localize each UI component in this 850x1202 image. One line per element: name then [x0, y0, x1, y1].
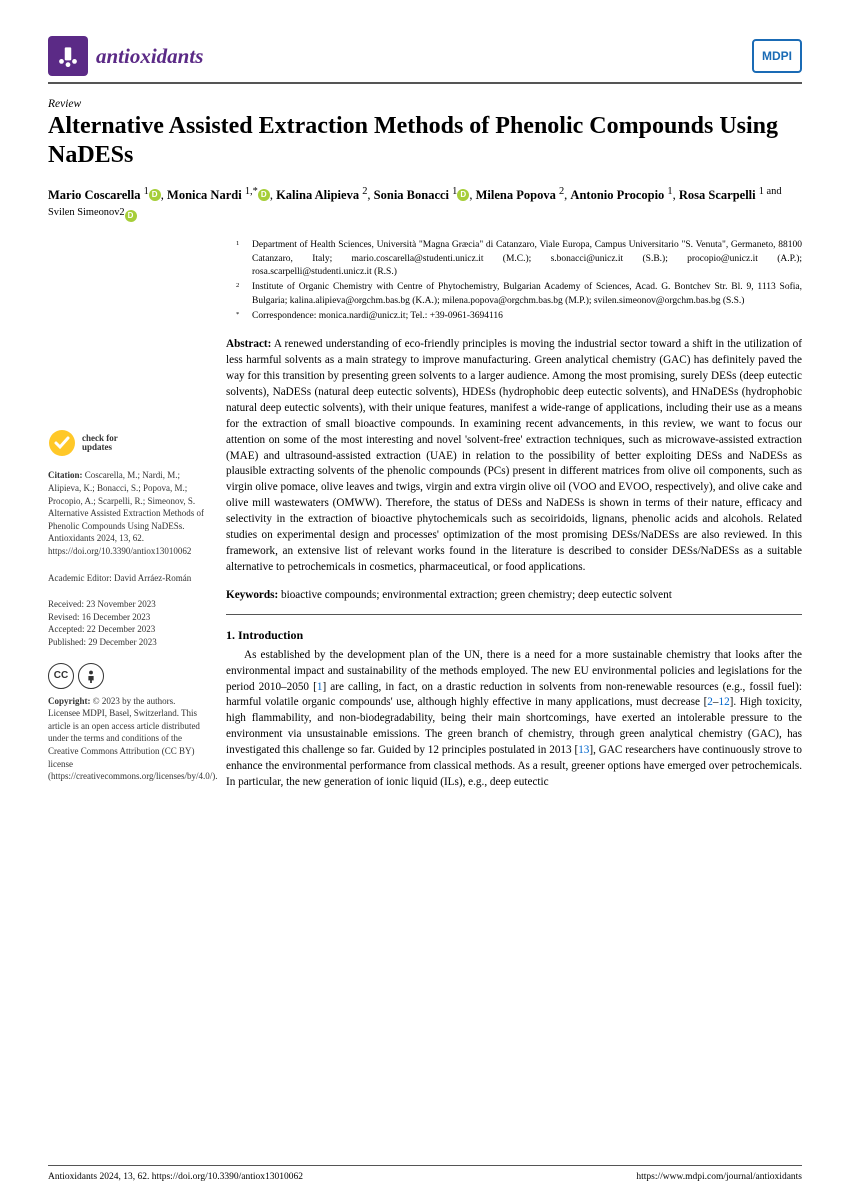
- two-column-layout: check for updates Citation: Coscarella, …: [48, 239, 802, 796]
- copyright-block: Copyright: © 2023 by the authors. Licens…: [48, 695, 208, 783]
- keywords-text: bioactive compounds; environmental extra…: [281, 589, 672, 601]
- journal-name: antioxidants: [96, 44, 203, 69]
- citation-text: Coscarella, M.; Nardi, M.; Alipieva, K.;…: [48, 470, 204, 556]
- page: antioxidants MDPI Review Alternative Ass…: [0, 0, 850, 1202]
- footer: Antioxidants 2024, 13, 62. https://doi.o…: [48, 1165, 802, 1182]
- editor-label: Academic Editor:: [48, 573, 112, 583]
- copyright-label: Copyright:: [48, 696, 91, 706]
- date-published: Published: 29 December 2023: [48, 636, 208, 649]
- abstract-label: Abstract:: [226, 338, 271, 350]
- journal-icon: [48, 36, 88, 76]
- cc-icon: CC: [48, 663, 74, 689]
- date-revised: Revised: 16 December 2023: [48, 611, 208, 624]
- citation-label: Citation:: [48, 470, 83, 480]
- footer-right[interactable]: https://www.mdpi.com/journal/antioxidant…: [636, 1172, 802, 1182]
- keywords-rule: [226, 614, 802, 615]
- abstract-text: A renewed understanding of eco-friendly …: [226, 338, 802, 573]
- article-type: Review: [48, 98, 802, 110]
- footer-rule: [48, 1165, 802, 1166]
- check-line1: check for: [82, 433, 118, 443]
- cc-license-badges[interactable]: CC: [48, 663, 208, 689]
- date-received: Received: 23 November 2023: [48, 598, 208, 611]
- journal-logo: antioxidants: [48, 36, 203, 76]
- abstract: Abstract: A renewed understanding of eco…: [226, 337, 802, 576]
- affiliations: 1Department of Health Sciences, Universi…: [226, 239, 802, 323]
- keywords: Keywords: bioactive compounds; environme…: [226, 588, 802, 604]
- crossref-icon: [48, 429, 76, 457]
- header-rule: [48, 82, 802, 84]
- check-line2: updates: [82, 442, 112, 452]
- keywords-label: Keywords:: [226, 589, 278, 601]
- copyright-text: © 2023 by the authors. Licensee MDPI, Ba…: [48, 696, 218, 782]
- by-icon: [78, 663, 104, 689]
- citation-block: Citation: Coscarella, M.; Nardi, M.; Ali…: [48, 469, 208, 557]
- main-column: 1Department of Health Sciences, Universi…: [226, 239, 802, 796]
- footer-left: Antioxidants 2024, 13, 62. https://doi.o…: [48, 1172, 303, 1182]
- dates-block: Received: 23 November 2023 Revised: 16 D…: [48, 598, 208, 648]
- date-accepted: Accepted: 22 December 2023: [48, 623, 208, 636]
- check-for-updates[interactable]: check for updates: [48, 429, 208, 457]
- check-for-updates-label: check for updates: [82, 434, 118, 454]
- section-1-body: As established by the development plan o…: [226, 648, 802, 791]
- editor-name: David Arráez-Román: [114, 573, 191, 583]
- section-1-heading: 1. Introduction: [226, 627, 802, 644]
- editor-block: Academic Editor: David Arráez-Román: [48, 572, 208, 585]
- sidebar: check for updates Citation: Coscarella, …: [48, 239, 208, 796]
- header: antioxidants MDPI: [48, 36, 802, 76]
- authors-list: Mario Coscarella 1, Monica Nardi 1,*, Ka…: [48, 184, 802, 226]
- article-title: Alternative Assisted Extraction Methods …: [48, 112, 802, 170]
- publisher-logo: MDPI: [752, 39, 802, 73]
